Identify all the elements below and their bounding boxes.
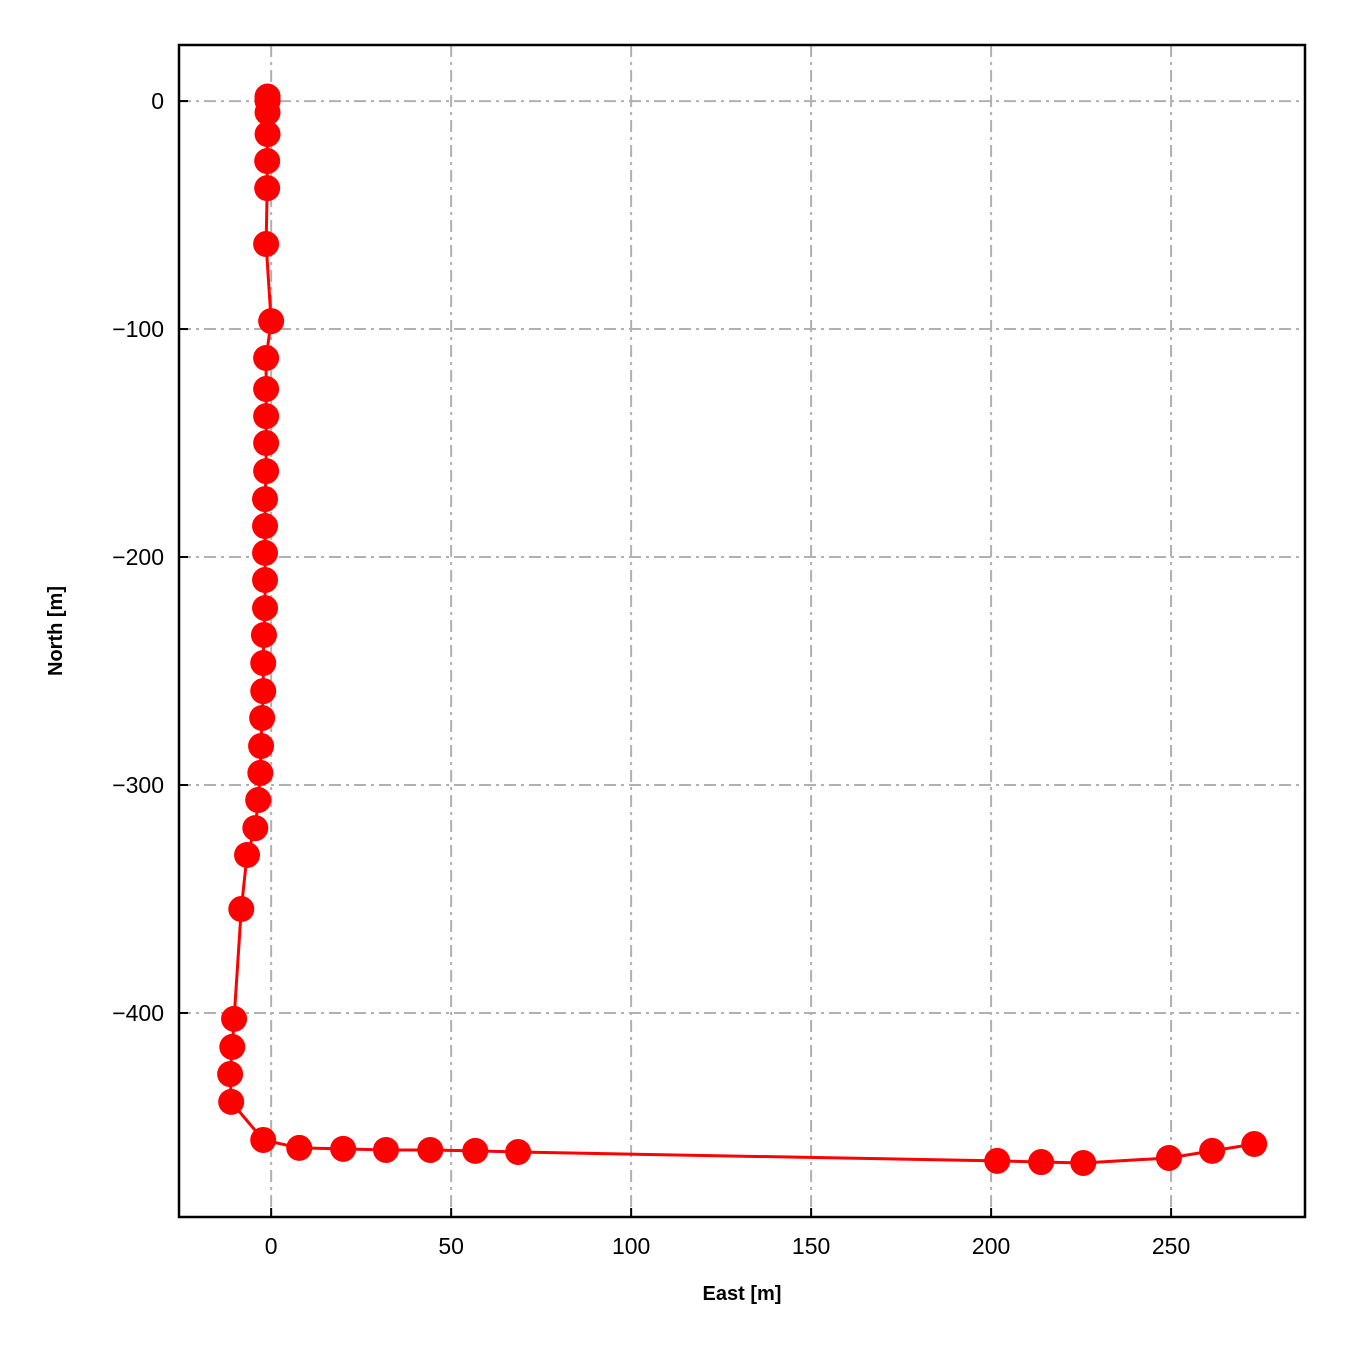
data-point	[253, 403, 280, 430]
x-tick-label: 0	[265, 1233, 278, 1259]
data-point	[253, 231, 280, 258]
data-point	[247, 759, 274, 786]
data-point	[417, 1136, 444, 1163]
plot-frame	[177, 43, 1307, 1219]
data-point	[330, 1135, 357, 1162]
series	[217, 83, 1268, 1176]
grid	[179, 45, 1305, 1217]
y-axis-label: North [m]	[45, 586, 67, 676]
data-point	[234, 841, 261, 868]
data-point	[252, 595, 279, 622]
x-tick-label: 150	[792, 1233, 830, 1259]
data-point	[218, 1088, 245, 1115]
data-point	[252, 486, 279, 513]
data-point	[253, 430, 280, 457]
data-point	[250, 621, 277, 648]
data-point	[505, 1139, 532, 1166]
data-point	[1070, 1149, 1097, 1176]
x-tick-label: 200	[972, 1233, 1010, 1259]
y-tick-label: −100	[112, 316, 164, 342]
data-point	[250, 678, 277, 705]
y-tick-label: 0	[151, 88, 164, 114]
data-point	[254, 121, 281, 148]
data-point	[219, 1033, 246, 1060]
data-point	[1155, 1144, 1182, 1171]
data-point	[252, 513, 279, 540]
data-point	[1199, 1137, 1226, 1164]
data-point	[250, 1126, 277, 1153]
x-tick-label: 50	[438, 1233, 464, 1259]
data-point	[249, 704, 276, 731]
data-point	[252, 539, 279, 566]
data-point	[984, 1147, 1011, 1174]
data-point	[372, 1136, 399, 1163]
data-point	[217, 1061, 244, 1088]
data-point	[258, 308, 285, 335]
ticks: 0 50 100 150 200 250 0 −100 −200 −300 −400	[112, 88, 1190, 1259]
data-point	[250, 650, 277, 677]
trajectory-line	[228, 96, 1255, 1165]
x-tick-label: 250	[1152, 1233, 1190, 1259]
data-point	[221, 1005, 248, 1032]
y-tick-label: −200	[112, 544, 164, 570]
data-point	[228, 896, 255, 923]
data-point	[242, 815, 269, 842]
data-point	[462, 1137, 489, 1164]
data-point	[254, 99, 281, 126]
data-point	[253, 345, 280, 372]
data-point	[253, 458, 280, 485]
data-point	[254, 175, 281, 202]
y-tick-label: −300	[112, 772, 164, 798]
data-point	[245, 787, 272, 814]
x-axis-label: East [m]	[703, 1283, 782, 1305]
data-point	[1028, 1149, 1055, 1176]
data-point	[252, 567, 279, 594]
data-point	[253, 376, 280, 403]
data-point	[286, 1134, 313, 1161]
y-tick-label: −400	[112, 1000, 164, 1026]
x-tick-label: 100	[612, 1233, 650, 1259]
data-point	[1241, 1131, 1268, 1158]
data-point	[254, 148, 281, 175]
data-point	[248, 733, 275, 760]
